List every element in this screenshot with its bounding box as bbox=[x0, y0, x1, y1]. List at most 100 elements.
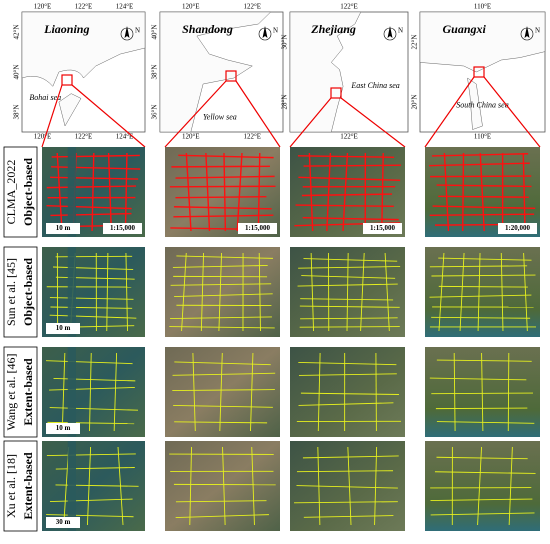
ratio-box bbox=[498, 223, 537, 234]
pond-outline bbox=[438, 285, 528, 288]
pond-outline bbox=[169, 185, 276, 188]
ponds bbox=[294, 152, 401, 232]
lon-label: 124°E bbox=[116, 3, 134, 11]
lat-label: 40°N bbox=[151, 25, 159, 40]
zoom-box bbox=[473, 66, 485, 78]
pond-outline bbox=[298, 266, 401, 269]
zoom-line bbox=[289, 97, 332, 148]
pond-outline bbox=[218, 252, 223, 332]
pond-outline bbox=[481, 352, 484, 432]
pond-outline bbox=[250, 352, 254, 432]
row-label-frame bbox=[3, 146, 38, 238]
land bbox=[159, 11, 272, 133]
pond-outline bbox=[438, 257, 532, 261]
pond-outline bbox=[374, 446, 378, 526]
pond-outline bbox=[298, 402, 394, 406]
ponds bbox=[172, 352, 276, 432]
pond-outline bbox=[49, 498, 133, 502]
pond-outline bbox=[172, 389, 275, 392]
region-name: Zhejiang bbox=[310, 22, 356, 36]
pond-outline bbox=[326, 152, 332, 232]
scale-bar-label: 30 m bbox=[56, 518, 71, 526]
lat-label: 40°N bbox=[13, 65, 21, 80]
pond-outline bbox=[53, 377, 136, 382]
water-channel bbox=[67, 347, 76, 437]
lon-label: 122°E bbox=[75, 3, 93, 11]
lon-label: 122°E bbox=[243, 133, 261, 141]
lat-label: 22°N bbox=[411, 35, 419, 50]
pond-outline bbox=[236, 152, 243, 232]
pond-outline bbox=[46, 185, 137, 189]
pond-outline bbox=[522, 152, 526, 232]
row-method: Object-based bbox=[21, 258, 35, 326]
pond-outline bbox=[384, 252, 390, 332]
pond-outline bbox=[106, 252, 109, 332]
pond-outline bbox=[429, 265, 528, 268]
pond-outline bbox=[430, 512, 535, 516]
pond-outline bbox=[303, 515, 394, 518]
pond-outline bbox=[49, 314, 137, 319]
pond-outline bbox=[443, 152, 450, 232]
pond-outline bbox=[436, 456, 528, 460]
pond-outline bbox=[189, 446, 192, 526]
lon-label: 122°E bbox=[243, 3, 261, 11]
land bbox=[21, 11, 146, 127]
pond-outline bbox=[56, 152, 63, 232]
image-tile bbox=[425, 441, 540, 531]
sea-name: South China sea bbox=[456, 100, 508, 109]
image-tile bbox=[290, 347, 405, 437]
zoom-box bbox=[330, 87, 342, 99]
pond-outline bbox=[107, 152, 113, 232]
pond-outline bbox=[299, 326, 400, 328]
image-tile bbox=[165, 147, 280, 237]
pond-outline bbox=[185, 152, 192, 232]
pond-outline bbox=[176, 255, 273, 259]
pond-outline bbox=[172, 265, 268, 268]
pond-outline bbox=[297, 155, 395, 158]
pond-outline bbox=[55, 255, 133, 258]
sea-name: East China sea bbox=[350, 81, 399, 90]
zoom-line bbox=[71, 84, 146, 148]
pond-outline bbox=[300, 392, 399, 395]
pond-outline bbox=[175, 500, 267, 503]
pond-outline bbox=[508, 446, 513, 526]
pond-outline bbox=[303, 164, 401, 167]
zoom-line bbox=[41, 84, 63, 148]
pond-outline bbox=[192, 352, 196, 432]
water-channel bbox=[67, 441, 76, 531]
pond-outline bbox=[219, 352, 223, 432]
pond-outline bbox=[169, 326, 275, 329]
pond-outline bbox=[49, 297, 134, 300]
pond-outline bbox=[113, 352, 118, 432]
scale-ratio: 1:20,000 bbox=[505, 224, 531, 232]
pond-outline bbox=[301, 193, 393, 197]
pond-outline bbox=[300, 298, 394, 301]
zoom-line bbox=[483, 76, 541, 148]
pond-outline bbox=[435, 407, 528, 410]
pond-outline bbox=[171, 165, 270, 168]
north-label: N bbox=[135, 27, 140, 35]
ratio-box bbox=[363, 223, 402, 234]
scale-box bbox=[46, 423, 80, 434]
pond-outline bbox=[51, 154, 140, 158]
lon-label: 124°E bbox=[116, 133, 134, 141]
pond-outline bbox=[174, 421, 268, 424]
scale-bar-label: 10 m bbox=[56, 324, 71, 332]
pond-outline bbox=[46, 360, 133, 365]
pond-outline bbox=[200, 252, 205, 332]
north-arrow bbox=[387, 26, 393, 38]
pond-outline bbox=[174, 293, 273, 298]
pond-outline bbox=[296, 470, 394, 473]
row-method: Extent-based bbox=[21, 452, 35, 520]
ponds bbox=[297, 252, 401, 332]
pond-outline bbox=[49, 407, 139, 411]
zoom-line bbox=[235, 80, 281, 148]
image-tile bbox=[425, 247, 540, 337]
pond-outline bbox=[50, 176, 139, 180]
ponds bbox=[46, 352, 139, 432]
pond-outline bbox=[222, 446, 226, 526]
lon-label: 122°E bbox=[340, 133, 358, 141]
pond-outline bbox=[477, 252, 481, 332]
lat-label: 42°N bbox=[13, 25, 21, 40]
scale-ratio: 1:15,000 bbox=[245, 224, 271, 232]
